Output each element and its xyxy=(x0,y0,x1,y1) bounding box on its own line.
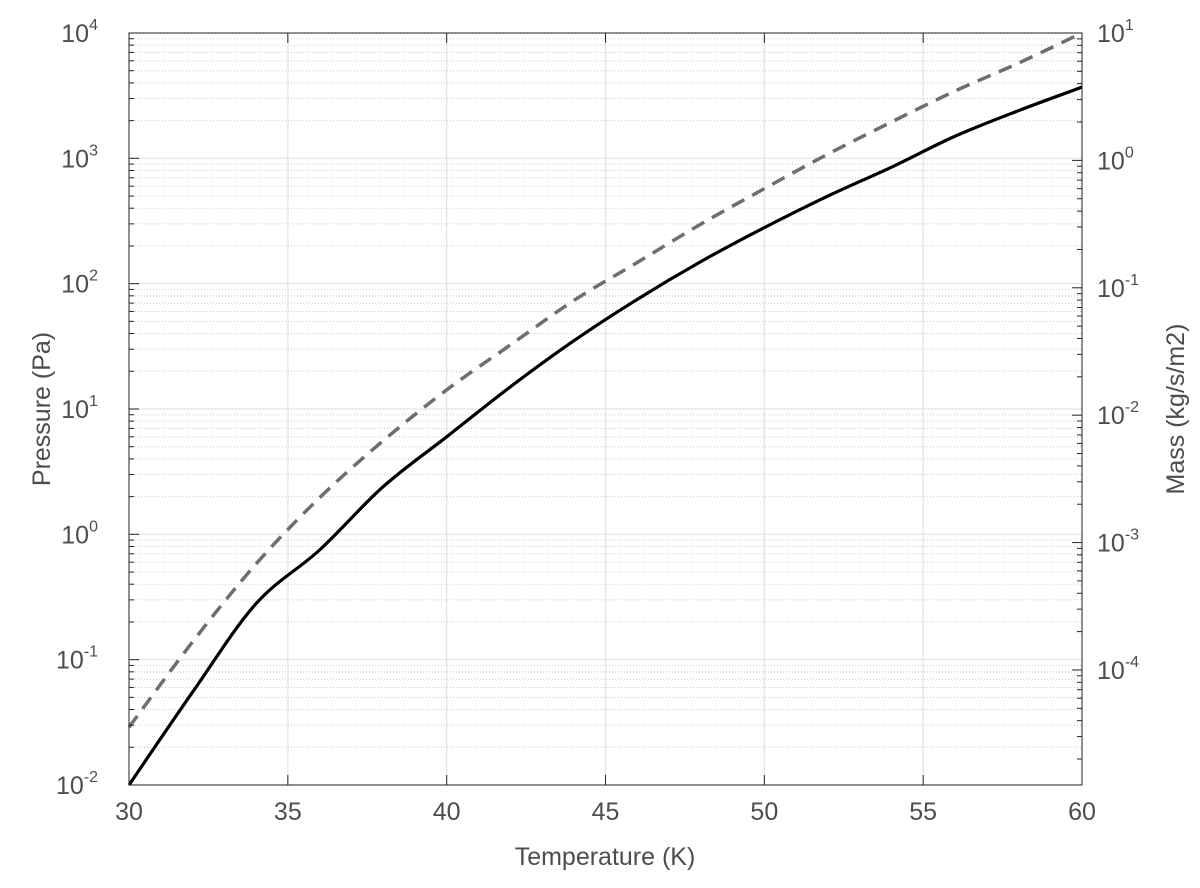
y-tick-base: 10 xyxy=(56,772,84,800)
x-axis-label: Temperature (K) xyxy=(515,843,696,871)
y-tick-base: 10 xyxy=(61,396,89,424)
y-tick-exponent: -1 xyxy=(84,644,98,661)
y2-tick-label: 10-3 xyxy=(1097,527,1139,558)
y-tick-base: 10 xyxy=(61,145,89,173)
y-tick-base: 10 xyxy=(61,20,89,48)
x-tick-label: 35 xyxy=(274,798,302,826)
y-tick-label: 104 xyxy=(61,17,98,48)
y2-tick-label: 10-4 xyxy=(1097,654,1139,685)
ticks xyxy=(128,32,1083,786)
y-tick-exponent: 3 xyxy=(89,142,98,159)
x-tick-label: 60 xyxy=(1068,798,1096,826)
y2-tick-exponent: 1 xyxy=(1125,17,1134,34)
x-tick-label: 45 xyxy=(592,798,620,826)
y-tick-label: 100 xyxy=(61,518,98,549)
y-axis-label: Pressure (Pa) xyxy=(28,332,56,486)
mass-series-line xyxy=(127,31,1083,729)
x-tick-label: 55 xyxy=(909,798,937,826)
y-tick-label: 10-1 xyxy=(56,644,98,675)
y2-tick-base: 10 xyxy=(1097,402,1125,430)
y-tick-base: 10 xyxy=(56,647,84,675)
y-tick-exponent: -2 xyxy=(84,769,98,786)
y2-axis-label: Mass (kg/s/m2) xyxy=(1162,324,1190,495)
y-tick-label: 101 xyxy=(61,393,98,424)
x-tick-label: 50 xyxy=(750,798,778,826)
y-tick-label: 103 xyxy=(61,142,98,173)
pressure-series-line xyxy=(127,85,1083,786)
y2-tick-exponent: 0 xyxy=(1125,144,1134,161)
x-tick-label: 30 xyxy=(115,798,143,826)
y2-tick-base: 10 xyxy=(1097,530,1125,558)
y-tick-label: 102 xyxy=(61,268,98,299)
y-tick-exponent: 0 xyxy=(89,518,98,535)
y2-tick-exponent: -4 xyxy=(1125,654,1139,671)
y2-tick-label: 10-2 xyxy=(1097,399,1139,430)
y2-tick-exponent: -1 xyxy=(1125,272,1139,289)
y2-tick-label: 101 xyxy=(1097,17,1134,48)
y-tick-exponent: 2 xyxy=(89,268,98,285)
y2-tick-exponent: -2 xyxy=(1125,399,1139,416)
y-tick-base: 10 xyxy=(61,521,89,549)
y-tick-label: 10-2 xyxy=(56,769,98,800)
y2-tick-base: 10 xyxy=(1097,20,1125,48)
y2-tick-exponent: -3 xyxy=(1125,527,1139,544)
y2-tick-base: 10 xyxy=(1097,147,1125,175)
y-tick-base: 10 xyxy=(61,271,89,299)
tick-labels: 30 35 40 45 50 55 6010-210-110010110210310410-… xyxy=(56,17,1139,826)
y-tick-exponent: 1 xyxy=(89,393,98,410)
y-tick-exponent: 4 xyxy=(89,17,98,34)
y2-tick-label: 100 xyxy=(1097,144,1134,175)
y2-tick-base: 10 xyxy=(1097,657,1125,685)
y2-tick-base: 10 xyxy=(1097,275,1125,303)
series-layer xyxy=(127,31,1083,786)
x-tick-label: 40 xyxy=(433,798,461,826)
y2-tick-label: 10-1 xyxy=(1097,272,1139,303)
